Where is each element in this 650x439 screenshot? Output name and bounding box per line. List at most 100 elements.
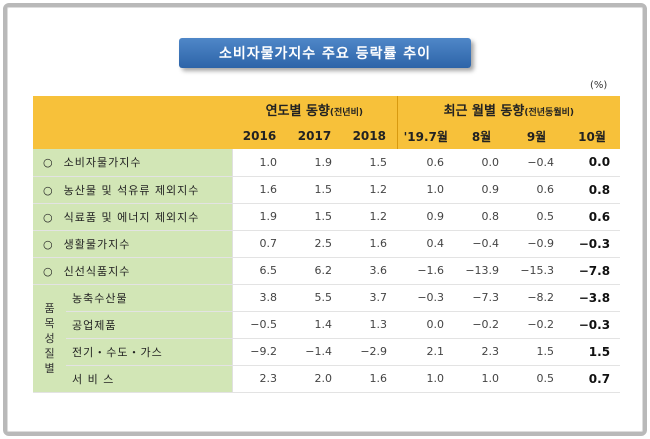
table-row: 전기・수도・가스 −9.2 −1.4 −2.9 2.1 2.3 1.5 1.5 (33, 338, 621, 366)
cell: −9.2 (231, 338, 287, 366)
monthly-group-header: 최근 월별 동향(전년동월비) (397, 96, 621, 123)
cell: 0.6 (564, 203, 621, 231)
col-header: 10월 (564, 123, 621, 149)
cell: 0.0 (454, 149, 510, 177)
cell: 6.2 (287, 257, 342, 285)
table-row: 공업제품 −0.5 1.4 1.3 0.0 −0.2 −0.2 −0.3 (33, 311, 621, 339)
cell: 1.2 (342, 176, 398, 204)
table-row: ○ 생활물가지수 0.7 2.5 1.6 0.4 −0.4 −0.9 −0.3 (33, 230, 621, 258)
cell: −0.4 (454, 230, 510, 258)
cell: 0.6 (397, 149, 455, 177)
cell: 1.5 (564, 338, 621, 366)
cell: −2.9 (342, 338, 398, 366)
monthly-group-label: 최근 월별 동향 (443, 104, 525, 119)
cell: 0.5 (509, 203, 565, 231)
table-row: 서 비 스 2.3 2.0 1.6 1.0 1.0 0.5 0.7 (33, 365, 621, 393)
cell: 6.5 (231, 257, 287, 285)
cell: −0.2 (509, 311, 565, 339)
bullet-icon: ○ (43, 264, 54, 278)
cell: 1.0 (397, 365, 455, 393)
row-label: ○ 식료품 및 에너지 제외지수 (33, 203, 232, 231)
row-label-text: 신선식품지수 (63, 264, 131, 278)
table-row: ○ 소비자물가지수 1.0 1.9 1.5 0.6 0.0 −0.4 0.0 (33, 149, 621, 177)
cell: −3.8 (564, 284, 621, 312)
group-label-char: 별 (44, 361, 55, 375)
cell: 1.0 (231, 149, 287, 177)
row-label-text: 식료품 및 에너지 제외지수 (63, 210, 200, 224)
cell: 0.0 (564, 149, 621, 177)
row-label-text: 생활물가지수 (63, 237, 131, 251)
cell: 2.3 (454, 338, 510, 366)
row-label: ○ 소비자물가지수 (33, 149, 232, 177)
table-row: 품 목 성 질 별 농축수산물 3.8 5.5 3.7 −0.3 −7.3 −8… (33, 284, 621, 393)
bullet-icon: ○ (43, 237, 54, 251)
cell: 1.5 (287, 176, 342, 204)
group-label-char: 성 (44, 331, 55, 345)
col-header: 2016 (232, 123, 287, 149)
row-label: 공업제품 (66, 311, 232, 339)
cell: −0.3 (564, 230, 621, 258)
page-title: 소비자물가지수 주요 등락률 추이 (179, 38, 471, 68)
cell: −15.3 (509, 257, 565, 285)
row-label: ○ 신선식품지수 (33, 257, 232, 285)
cell: 1.2 (342, 203, 398, 231)
cell: 0.7 (564, 365, 621, 393)
cell: 2.3 (231, 365, 287, 393)
cell: 2.5 (287, 230, 342, 258)
col-header: 2017 (287, 123, 342, 149)
cell: 1.5 (509, 338, 565, 366)
cell: −13.9 (454, 257, 510, 285)
cell: 1.9 (231, 203, 287, 231)
row-label-text: 농산물 및 석유류 제외지수 (63, 183, 200, 197)
cell: 1.4 (287, 311, 342, 339)
group-label-char: 질 (44, 346, 55, 360)
cell: 1.0 (397, 176, 455, 204)
row-label: 전기・수도・가스 (66, 338, 232, 366)
cell: 1.0 (454, 365, 510, 393)
cell: 2.1 (397, 338, 455, 366)
cell: 1.5 (287, 203, 342, 231)
row-label: ○ 생활물가지수 (33, 230, 232, 258)
cell: 5.5 (287, 284, 342, 312)
cell: 1.6 (231, 176, 287, 204)
cell: 3.7 (342, 284, 398, 312)
cell: −7.8 (564, 257, 621, 285)
bullet-icon: ○ (43, 183, 54, 197)
cell: 3.6 (342, 257, 398, 285)
cell: 0.9 (454, 176, 510, 204)
cell: 3.8 (231, 284, 287, 312)
col-header: 9월 (509, 123, 565, 149)
cell: 0.5 (509, 365, 565, 393)
annual-group-label: 연도별 동향 (265, 104, 330, 119)
cell: −1.4 (287, 338, 342, 366)
col-header: 8월 (454, 123, 510, 149)
col-header: '19.7월 (397, 123, 455, 149)
group-label-char: 품 (44, 301, 55, 315)
cell: 1.3 (342, 311, 398, 339)
cell: 0.7 (231, 230, 287, 258)
cell: −0.3 (397, 284, 455, 312)
cell: 0.9 (397, 203, 455, 231)
bullet-icon: ○ (43, 156, 54, 170)
bullet-icon: ○ (43, 210, 54, 224)
cell: 0.6 (509, 176, 565, 204)
cpi-table: 연도별 동향(전년비) 최근 월별 동향(전년동월비) 2016 2017 20… (33, 96, 621, 393)
cell: −0.4 (509, 149, 565, 177)
row-label: 농축수산물 (66, 284, 232, 312)
cell: −0.9 (509, 230, 565, 258)
table-row: ○ 신선식품지수 6.5 6.2 3.6 −1.6 −13.9 −15.3 −7.… (33, 257, 621, 285)
row-label: ○ 농산물 및 석유류 제외지수 (33, 176, 232, 204)
cell: −7.3 (454, 284, 510, 312)
cell: 1.6 (342, 365, 398, 393)
cell: −8.2 (509, 284, 565, 312)
cell: 0.8 (564, 176, 621, 204)
table-row: ○ 농산물 및 석유류 제외지수 1.6 1.5 1.2 1.0 0.9 0.6 … (33, 176, 621, 204)
cell: −0.3 (564, 311, 621, 339)
unit-label: (%) (590, 80, 608, 91)
cell: −1.6 (397, 257, 455, 285)
cell: 2.0 (287, 365, 342, 393)
row-label-text: 소비자물가지수 (63, 156, 142, 170)
cell: −0.2 (454, 311, 510, 339)
col-header: 2018 (342, 123, 398, 149)
cell: 1.6 (342, 230, 398, 258)
